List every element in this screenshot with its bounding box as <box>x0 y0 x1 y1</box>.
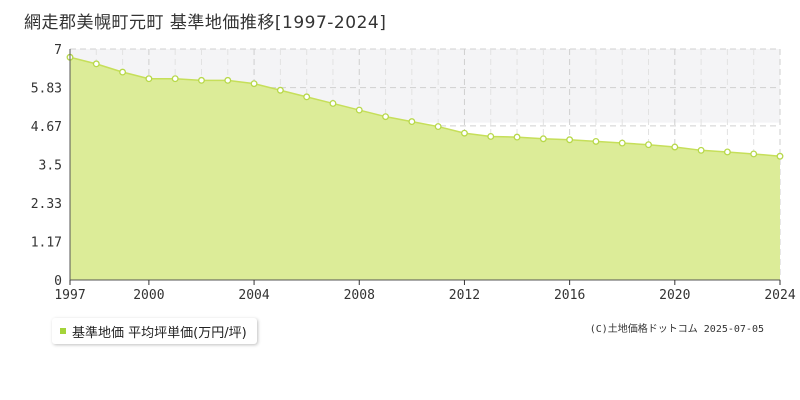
data-point <box>92 60 100 68</box>
axes <box>69 49 780 281</box>
x-tick-label: 2004 <box>238 288 269 303</box>
data-point <box>224 76 232 84</box>
data-point <box>697 146 705 154</box>
data-point <box>750 150 758 158</box>
data-point <box>618 139 626 147</box>
y-tick-label: 7 <box>54 43 62 58</box>
data-point <box>487 132 495 140</box>
data-point <box>645 141 652 149</box>
data-point <box>460 129 468 137</box>
data-point <box>382 113 390 121</box>
x-tick-label: 2020 <box>659 288 690 303</box>
legend: 基準地価 平均坪単価(万円/坪) <box>52 318 257 344</box>
data-point <box>119 68 127 76</box>
y-axis-ticks: 0 1.17 2.33 3.5 4.67 5.83 7 <box>31 43 62 289</box>
data-point <box>539 135 547 143</box>
data-point <box>171 75 179 83</box>
y-tick-label: 3.5 <box>39 159 62 174</box>
price-line <box>69 56 781 157</box>
x-axis-ticks: 1997 2000 2004 2008 2012 2016 2020 2024 <box>54 280 796 303</box>
data-point <box>671 143 679 151</box>
data-point <box>513 133 521 141</box>
y-tick-label: 5.83 <box>31 82 62 97</box>
x-tick-label: 2012 <box>449 288 480 303</box>
x-tick-label: 2000 <box>133 288 164 303</box>
data-point <box>329 99 337 107</box>
data-point <box>355 106 363 114</box>
y-tick-label: 1.17 <box>31 235 62 250</box>
price-area <box>70 57 780 280</box>
data-point <box>723 148 731 156</box>
y-tick-label: 2.33 <box>31 197 62 212</box>
data-point <box>776 152 784 160</box>
data-point <box>276 86 284 94</box>
x-tick-label: 2024 <box>764 288 795 303</box>
y-tick-label: 0 <box>54 274 62 289</box>
data-point <box>592 137 600 145</box>
x-tick-label: 1997 <box>54 288 85 303</box>
data-point <box>145 75 153 83</box>
x-tick-label: 2016 <box>554 288 585 303</box>
data-points <box>66 53 784 160</box>
y-tick-label: 4.67 <box>31 120 62 135</box>
data-point <box>250 80 258 88</box>
data-point <box>198 76 205 84</box>
legend-swatch <box>60 328 66 334</box>
legend-label: 基準地価 平均坪単価(万円/坪) <box>72 325 247 341</box>
data-point <box>434 123 442 130</box>
data-point <box>566 136 574 144</box>
data-point <box>303 93 311 101</box>
chart-title: 網走郡美幌町元町 基準地価推移[1997-2024] <box>24 13 387 33</box>
data-point <box>408 118 416 126</box>
x-tick-label: 2008 <box>344 288 375 303</box>
copyright: (C)土地価格ドットコム 2025-07-05 <box>589 324 764 335</box>
